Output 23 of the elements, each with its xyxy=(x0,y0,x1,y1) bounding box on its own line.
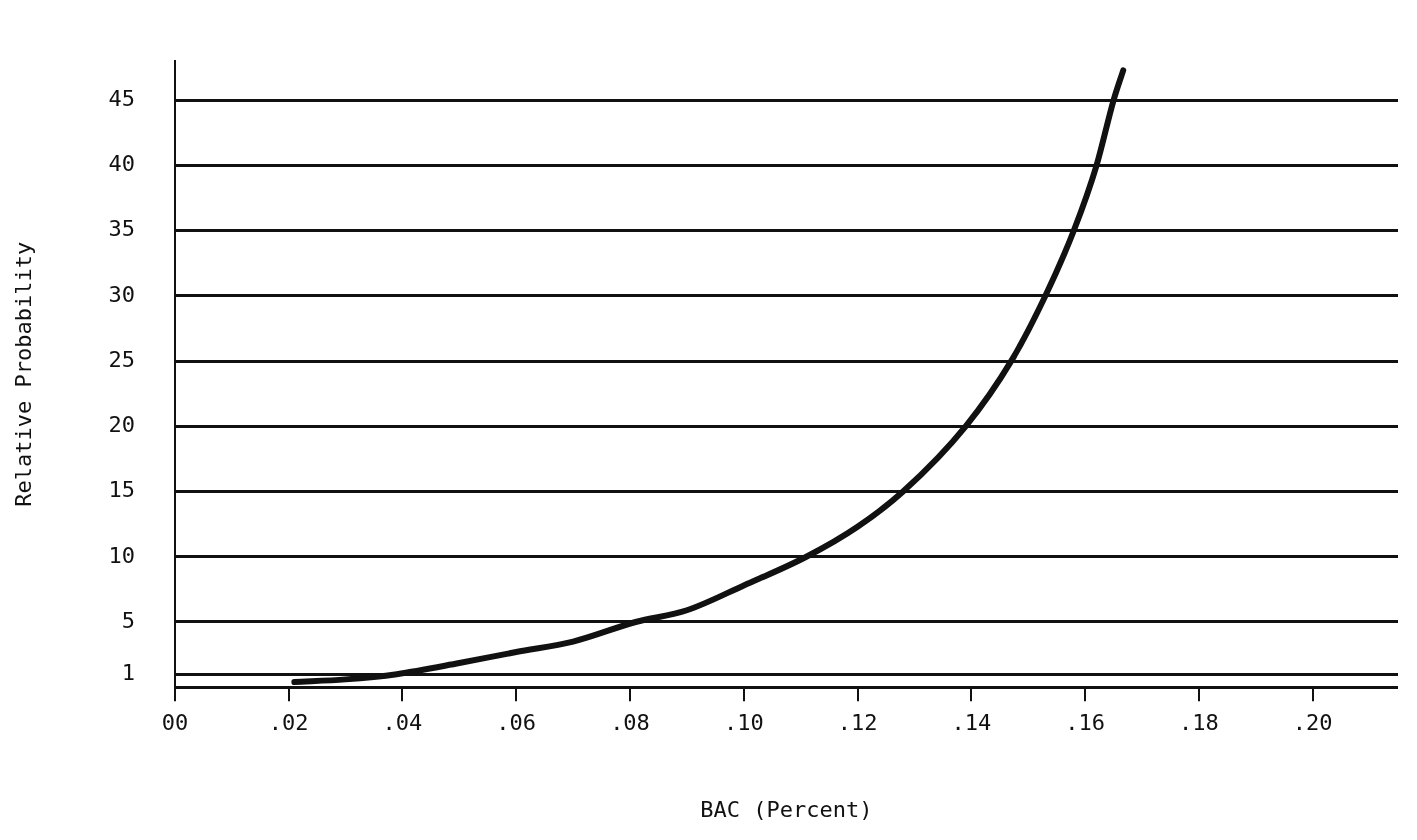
y-tick-label: 40 xyxy=(108,151,135,177)
y-tick-label: 35 xyxy=(108,216,135,242)
y-tick-label: 5 xyxy=(121,607,135,633)
x-tick-label: .16 xyxy=(1065,710,1105,736)
x-tick-label: .04 xyxy=(382,710,423,736)
y-axis-title: Relative Probability xyxy=(10,241,36,507)
x-axis-title: BAC (Percent) xyxy=(700,796,873,822)
x-tick-label: .08 xyxy=(610,710,650,736)
x-tick-label: .20 xyxy=(1292,710,1333,736)
x-tick-label: .18 xyxy=(1179,710,1219,736)
x-tick-label: .10 xyxy=(723,710,764,736)
y-tick-label: 1 xyxy=(121,659,135,685)
y-tick-label: 25 xyxy=(108,346,135,372)
y-tick-label: 20 xyxy=(108,412,135,438)
y-tick-label: 30 xyxy=(108,281,135,307)
x-tick-label: .02 xyxy=(268,710,309,736)
y-tick-label: 45 xyxy=(108,86,135,112)
x-tick-label: .14 xyxy=(951,710,992,736)
x-tick-label: .12 xyxy=(837,710,878,736)
y-tick-label: 15 xyxy=(108,477,135,503)
y-tick-label: 10 xyxy=(108,542,135,568)
x-tick-label: .06 xyxy=(496,710,537,736)
x-tick-label: 00 xyxy=(161,710,189,736)
